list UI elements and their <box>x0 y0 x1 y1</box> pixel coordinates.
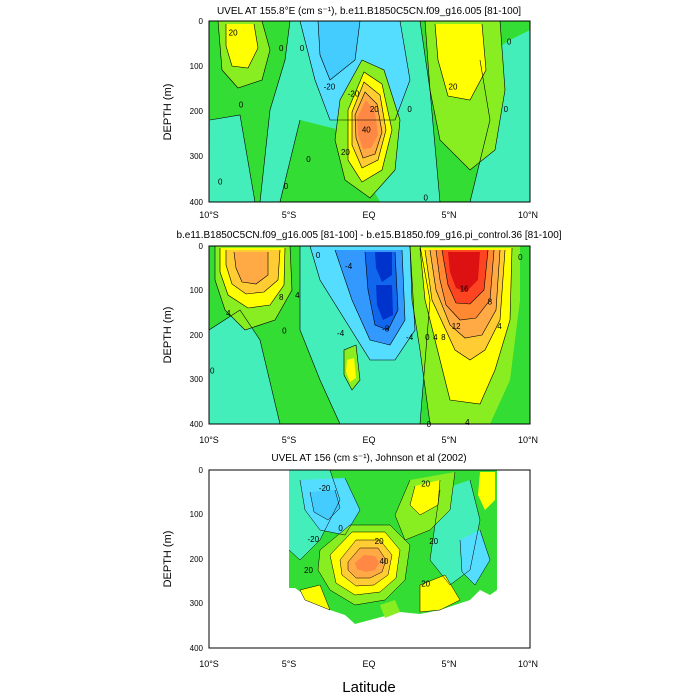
contour-label: -20 <box>319 484 331 493</box>
contour-label: 0 <box>279 44 284 53</box>
contour-label: 40 <box>379 557 388 566</box>
panel-2-frame <box>208 245 531 425</box>
contour-label: 0 <box>338 524 343 533</box>
contour-label: -4 <box>337 329 345 338</box>
panel-1-ytick-0: 0 <box>199 17 204 26</box>
contour-label: 8 <box>441 333 446 342</box>
panel-1: UVEL AT 155.8°E (cm s⁻¹), b.e11.B1850C5C… <box>162 6 538 220</box>
contour-label: 16 <box>460 284 469 293</box>
panel-2-ytick-3: 300 <box>190 375 204 384</box>
contour-label: 0 <box>425 333 430 342</box>
contour-label: 4 <box>465 418 470 427</box>
contour-label: 0 <box>284 182 289 191</box>
panel-3-ytick-1: 100 <box>190 510 204 519</box>
panel-3-xtick-1: 5°S <box>282 659 297 669</box>
panel-1-ytick-3: 300 <box>190 152 204 161</box>
panel-3-frame <box>208 469 531 649</box>
contour-label: 4 <box>226 309 231 318</box>
panel-1-xtick-0: 10°S <box>199 210 219 220</box>
contour-label: -4 <box>406 333 414 342</box>
panel-1-xtick-4: 10°N <box>518 210 538 220</box>
panel-1-ylabel: DEPTH (m) <box>162 84 174 141</box>
panel-1-title: UVEL AT 155.8°E (cm s⁻¹), b.e11.B1850C5C… <box>217 6 521 17</box>
contour-label: 20 <box>375 537 384 546</box>
contour-label: -20 <box>308 535 320 544</box>
panel-2-xtick-0: 10°S <box>199 435 219 445</box>
panel-3-xtick-2: EQ <box>362 659 375 669</box>
panel-3-xtick-0: 10°S <box>199 659 219 669</box>
contour-label: 0 <box>210 367 215 376</box>
panel-1-frame <box>208 20 531 203</box>
panel-3-ytick-0: 0 <box>199 466 204 475</box>
panel-1-ytick-2: 200 <box>190 107 204 116</box>
panel-3-xtick-4: 10°N <box>518 659 538 669</box>
contour-label: 0 <box>282 327 287 336</box>
contour-label: 4 <box>295 291 300 300</box>
panel-3-ytick-3: 300 <box>190 599 204 608</box>
panel-3-contour-field <box>288 470 497 624</box>
panel-2-axes: DEPTH (m) 0 100 200 300 400 10°S 5°S EQ … <box>162 242 538 445</box>
panel-1-xtick-2: EQ <box>362 210 375 220</box>
panel-3-title: UVEL AT 156 (cm s⁻¹), Johnson et al (200… <box>271 453 466 464</box>
contour-label: 20 <box>421 580 430 589</box>
contour-label: 0 <box>218 178 223 187</box>
contour-label: 20 <box>421 479 430 488</box>
panel-2: b.e11.B1850C5CN.f09_g16.005 [81-100] - b… <box>162 230 562 445</box>
contour-label: 40 <box>362 126 371 135</box>
panel-2-ytick-2: 200 <box>190 331 204 340</box>
contour-label: -20 <box>324 83 336 92</box>
contour-label: 20 <box>370 105 379 114</box>
panel-3-ytick-4: 400 <box>190 644 204 653</box>
contour-label: 20 <box>449 83 458 92</box>
panel-2-ytick-1: 100 <box>190 286 204 295</box>
contour-label: 0 <box>504 105 509 114</box>
contour-label: 0 <box>423 194 428 203</box>
panel-1-axes: DEPTH (m) 0 100 200 300 400 10°S 5°S EQ … <box>162 17 538 220</box>
panel-1-contour-labels: 20 0 0 0 0 0 0 -20 -20 0 0 0 20 40 20 20 0 <box>218 28 512 202</box>
contour-label: 4 <box>497 322 502 331</box>
contour-label: 20 <box>304 566 313 575</box>
panel-2-xtick-4: 10°N <box>518 435 538 445</box>
contour-label: 8 <box>279 293 284 302</box>
panel-1-ytick-4: 400 <box>190 198 204 207</box>
panel-2-contour-field <box>209 246 530 424</box>
panel-3-axes: DEPTH (m) 0 100 200 300 400 10°S 5°S EQ … <box>162 466 538 669</box>
panel-3-contour-labels: -20 0 -20 20 20 20 40 20 20 <box>304 479 439 588</box>
panel-1-xtick-3: 5°N <box>441 210 456 220</box>
panel-3-ylabel: DEPTH (m) <box>162 531 174 588</box>
contour-label: 0 <box>316 251 321 260</box>
contour-label: 0 <box>518 253 523 262</box>
panel-1-ytick-1: 100 <box>190 62 204 71</box>
contour-label: 0 <box>507 37 512 46</box>
contour-label: -8 <box>382 324 390 333</box>
panel-1-xtick-1: 5°S <box>282 210 297 220</box>
contour-label: 20 <box>429 537 438 546</box>
contour-label: -4 <box>345 262 353 271</box>
contour-label: 20 <box>229 28 238 37</box>
panel-2-xtick-1: 5°S <box>282 435 297 445</box>
contour-label: 4 <box>433 333 438 342</box>
contour-label: 8 <box>488 298 493 307</box>
contour-label: 0 <box>427 420 432 429</box>
contour-label: 0 <box>300 44 305 53</box>
figure-xlabel: Latitude <box>342 679 395 696</box>
panel-2-ytick-4: 400 <box>190 420 204 429</box>
contour-label: 20 <box>341 148 350 157</box>
panel-3-xtick-3: 5°N <box>441 659 456 669</box>
panel-2-ytick-0: 0 <box>199 242 204 251</box>
panel-2-xtick-2: EQ <box>362 435 375 445</box>
contour-label: 0 <box>239 101 244 110</box>
contour-label: 12 <box>452 322 461 331</box>
panel-2-ylabel: DEPTH (m) <box>162 307 174 364</box>
panel-1-contour-field <box>209 21 530 202</box>
panel-3: UVEL AT 156 (cm s⁻¹), Johnson et al (200… <box>162 453 538 669</box>
contour-label: -20 <box>348 89 360 98</box>
contour-label: 0 <box>407 105 412 114</box>
panel-2-xtick-3: 5°N <box>441 435 456 445</box>
panel-3-ytick-2: 200 <box>190 555 204 564</box>
panel-2-title: b.e11.B1850C5CN.f09_g16.005 [81-100] - b… <box>176 230 561 241</box>
contour-label: 0 <box>306 155 311 164</box>
